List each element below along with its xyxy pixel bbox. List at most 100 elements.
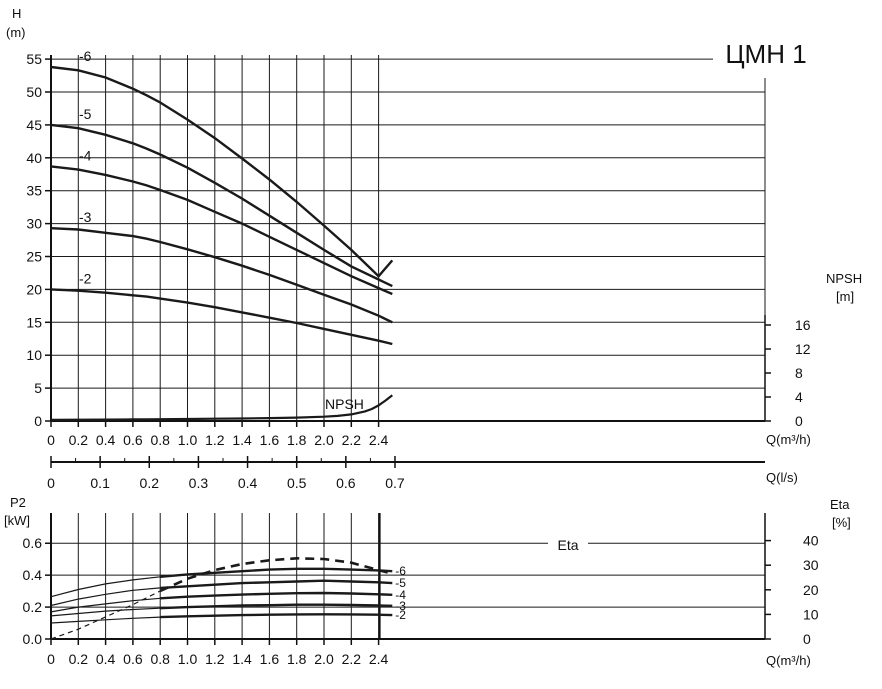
ls-tick-label: 0.7 bbox=[385, 475, 405, 491]
npsh-tick-label: 4 bbox=[795, 389, 803, 405]
curve-h-2 bbox=[50, 288, 393, 346]
p2-curve-label: -2 bbox=[395, 608, 406, 622]
top-curves: -6 -5 -4 -3 -2 NPSH bbox=[50, 48, 394, 421]
y-tick-label: 15 bbox=[26, 314, 42, 330]
bottom-x-tick-label: 1.2 bbox=[205, 651, 225, 667]
curve-p2-6 bbox=[160, 567, 393, 578]
curve-h-5 bbox=[50, 123, 393, 288]
bottom-x-tick-label: 0.8 bbox=[150, 651, 170, 667]
chart-title: ЦМН 1 bbox=[725, 39, 806, 69]
p2-curve-label: -6 bbox=[395, 564, 406, 578]
y-tick-label: 25 bbox=[26, 249, 42, 265]
ls-tick-label: 0.2 bbox=[140, 475, 160, 491]
eta-tick-label: 0 bbox=[803, 631, 811, 647]
eta-label-bg bbox=[548, 536, 588, 554]
x-tick-label: 0.8 bbox=[150, 432, 170, 448]
npsh-tick-label: 0 bbox=[795, 413, 803, 429]
ls-tick-label: 0.4 bbox=[238, 475, 258, 491]
eta-axis-unit: [%] bbox=[832, 515, 851, 530]
x-tick-label: 2.4 bbox=[369, 432, 389, 448]
bottom-x-axis-label: Q(m³/h) bbox=[766, 653, 811, 668]
p2-axis-label: P2 bbox=[10, 495, 26, 510]
curve-label: -4 bbox=[79, 147, 92, 163]
npsh-curve-label: NPSH bbox=[325, 396, 364, 412]
curve-thin-segment bbox=[50, 165, 147, 186]
y-tick-label: 45 bbox=[26, 117, 42, 133]
x-axis-label-ls: Q(l/s) bbox=[766, 470, 798, 485]
p2-tick-label: 0.2 bbox=[23, 599, 43, 615]
curve-p2-thin-segment bbox=[50, 576, 161, 598]
x-tick-label: 1.2 bbox=[205, 432, 225, 448]
curve-p2-thin-segment bbox=[50, 616, 161, 624]
x-tick-label: 2.0 bbox=[314, 432, 334, 448]
npsh-tick-label: 8 bbox=[795, 365, 803, 381]
npsh-axis-label: NPSH bbox=[826, 271, 862, 286]
curve-label: -2 bbox=[79, 270, 92, 286]
bottom-x-tick-label: 2.2 bbox=[342, 651, 362, 667]
curve-p2-thin-segment bbox=[50, 587, 161, 607]
x-tick-label: 1.8 bbox=[287, 432, 307, 448]
curve-p2-thin-segment bbox=[50, 607, 161, 617]
ls-tick-label: 0.6 bbox=[336, 475, 356, 491]
ls-tick-label: 0.3 bbox=[189, 475, 209, 491]
p2-curve-label: -5 bbox=[395, 576, 406, 590]
p2-axis-unit: [kW] bbox=[4, 513, 30, 528]
ls-tick-label: 0.1 bbox=[90, 475, 110, 491]
bottom-x-tick-label: 2.4 bbox=[369, 651, 389, 667]
bottom-x-tick-label: 0.6 bbox=[123, 651, 143, 667]
curve-p2-5 bbox=[160, 579, 393, 590]
curve-h-6 bbox=[50, 65, 394, 278]
bottom-grid bbox=[50, 513, 766, 640]
curve-label: -5 bbox=[79, 106, 92, 122]
curve-label: -3 bbox=[79, 209, 92, 225]
bottom-ticks: 0.0 0.2 0.4 0.6 0 10 20 30 40 0 0.2 0.4 0.6 0.8 1.0 1.2… bbox=[23, 533, 819, 667]
bottom-x-tick-label: 1.8 bbox=[287, 651, 307, 667]
bottom-curves: Eta -6-5-4-3-2 bbox=[50, 536, 588, 640]
curve-thin-segment bbox=[50, 227, 147, 240]
ls-tick-label: 0 bbox=[47, 475, 55, 491]
curve-p2-4 bbox=[160, 591, 393, 600]
eta-tick-label: 20 bbox=[803, 582, 819, 598]
curve-p2-2 bbox=[160, 613, 393, 619]
curve-thin-segment bbox=[50, 288, 147, 298]
p2-tick-label: 0.6 bbox=[23, 535, 43, 551]
x-tick-label: 2.2 bbox=[342, 432, 362, 448]
npsh-tick-label: 16 bbox=[795, 317, 811, 333]
eta-tick-label: 30 bbox=[803, 557, 819, 573]
bottom-x-tick-label: 0.2 bbox=[69, 651, 89, 667]
x-tick-label: 0.4 bbox=[96, 432, 116, 448]
p2-tick-label: 0.0 bbox=[23, 631, 43, 647]
p2-tick-label: 0.4 bbox=[23, 567, 43, 583]
y-tick-label: 30 bbox=[26, 216, 42, 232]
bottom-x-tick-label: 1.0 bbox=[178, 651, 198, 667]
curve-p2-thin-segment bbox=[50, 597, 161, 613]
x-axis-label-m3h: Q(m³/h) bbox=[766, 432, 811, 447]
npsh-axis-unit: [m] bbox=[836, 289, 854, 304]
x-tick-label: 0.6 bbox=[123, 432, 143, 448]
bottom-x-tick-label: 1.4 bbox=[232, 651, 252, 667]
npsh-tick-label: 12 bbox=[795, 341, 811, 357]
y-tick-label: 0 bbox=[34, 413, 42, 429]
x-tick-label: 0 bbox=[47, 432, 55, 448]
bottom-x-tick-label: 0 bbox=[47, 651, 55, 667]
eta-tick-label: 10 bbox=[803, 606, 819, 622]
curve-label: -6 bbox=[79, 48, 92, 64]
curve-thin-segment bbox=[50, 66, 147, 96]
bottom-x-tick-label: 2.0 bbox=[314, 651, 334, 667]
title-box bbox=[713, 30, 819, 78]
curve-eta bbox=[159, 556, 393, 593]
curve-thin-segment bbox=[50, 124, 147, 150]
curve-p2-3 bbox=[160, 603, 393, 610]
x-tick-label: 1.6 bbox=[260, 432, 280, 448]
y-tick-label: 20 bbox=[26, 281, 42, 297]
x-tick-label: 0.2 bbox=[69, 432, 89, 448]
y-axis-label-h: H bbox=[12, 6, 21, 21]
ls-tick-label: 0.5 bbox=[287, 475, 307, 491]
eta-axis-label: Eta bbox=[830, 497, 850, 512]
y-tick-label: 35 bbox=[26, 183, 42, 199]
p2-curve-label: -3 bbox=[395, 599, 406, 613]
eta-curve-label: Eta bbox=[557, 537, 578, 553]
y-tick-label: 40 bbox=[26, 150, 42, 166]
